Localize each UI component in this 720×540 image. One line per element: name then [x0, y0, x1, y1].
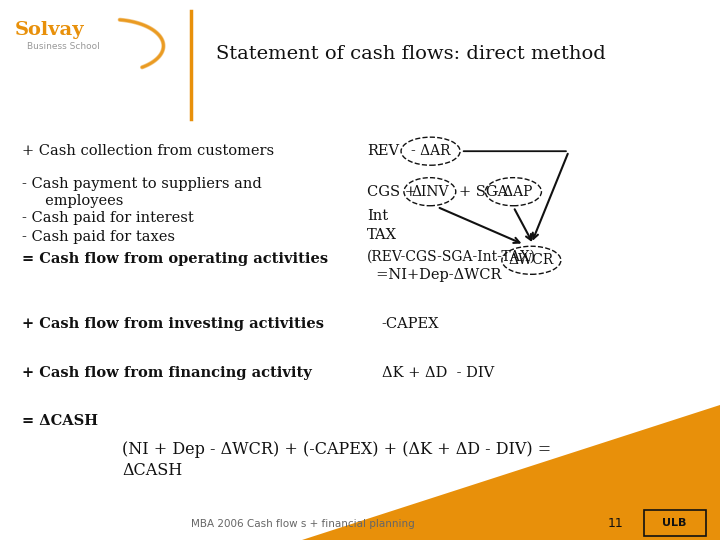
Text: ΔCASH: ΔCASH [122, 462, 183, 480]
Text: - ΔAP: - ΔAP [494, 185, 533, 199]
Text: - Cash payment to suppliers and: - Cash payment to suppliers and [22, 177, 261, 191]
Text: REV: REV [367, 144, 400, 158]
Text: (NI + Dep - ΔWCR) + (-CAPEX) + (ΔK + ΔD - DIV) =: (NI + Dep - ΔWCR) + (-CAPEX) + (ΔK + ΔD … [122, 441, 552, 458]
Text: - Cash paid for taxes: - Cash paid for taxes [22, 230, 174, 244]
Text: Statement of cash flows: direct method: Statement of cash flows: direct method [216, 45, 606, 63]
Text: + Cash flow from investing activities: + Cash flow from investing activities [22, 317, 323, 331]
Text: CGS +: CGS + [367, 185, 422, 199]
Text: - ΔAR: - ΔAR [411, 144, 450, 158]
Text: - Cash paid for interest: - Cash paid for interest [22, 211, 194, 225]
Text: =NI+Dep-ΔWCR: =NI+Dep-ΔWCR [367, 268, 502, 282]
Text: = Cash flow from operating activities: = Cash flow from operating activities [22, 252, 328, 266]
Text: + Cash collection from customers: + Cash collection from customers [22, 144, 274, 158]
Text: = ΔCASH: = ΔCASH [22, 414, 98, 428]
Text: employees: employees [22, 194, 123, 208]
Polygon shape [302, 405, 720, 540]
Text: 11: 11 [608, 517, 624, 530]
Text: Solvay: Solvay [14, 21, 84, 39]
Text: -CAPEX: -CAPEX [382, 317, 439, 331]
Text: (REV-CGS-SGA-Int-TAX): (REV-CGS-SGA-Int-TAX) [367, 249, 536, 264]
Text: Business School: Business School [27, 42, 100, 51]
Text: TAX: TAX [367, 228, 397, 242]
Text: + Cash flow from financing activity: + Cash flow from financing activity [22, 366, 311, 380]
Text: ΔINV: ΔINV [411, 185, 449, 199]
Text: ULB: ULB [662, 518, 687, 528]
Text: Int: Int [367, 209, 388, 223]
Text: + SGA: + SGA [459, 185, 508, 199]
Text: -: - [501, 249, 506, 264]
Polygon shape [396, 459, 720, 540]
Text: MBA 2006 Cash flow s + financial planning: MBA 2006 Cash flow s + financial plannin… [191, 519, 414, 529]
Text: ΔWCR: ΔWCR [509, 253, 554, 267]
Text: ΔK + ΔD  - DIV: ΔK + ΔD - DIV [382, 366, 494, 380]
